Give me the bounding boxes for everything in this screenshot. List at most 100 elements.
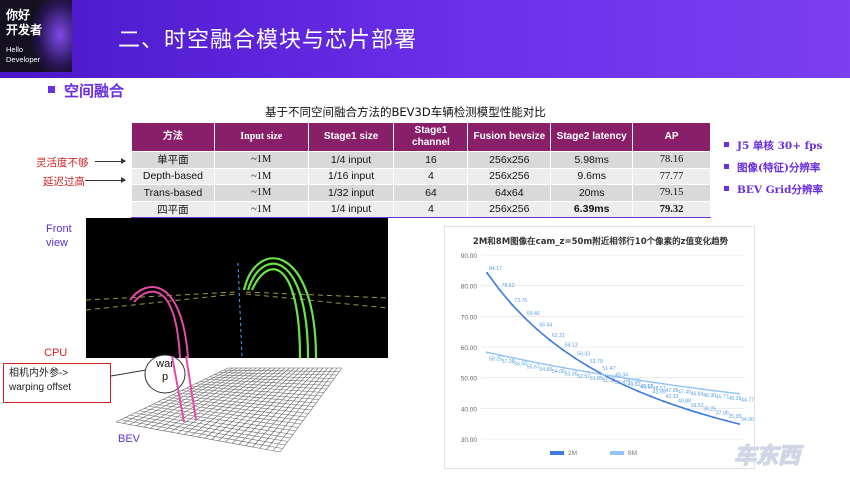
data-point xyxy=(523,359,526,362)
table-cell: Depth-based xyxy=(131,167,215,185)
table-row: Depth-based ~1M 1/16 input 4 256x256 9.6… xyxy=(131,167,711,185)
legend-label: 8M xyxy=(628,450,637,457)
legend-swatch xyxy=(550,451,564,455)
warp-label: war p xyxy=(156,358,174,383)
bev-grid-line xyxy=(129,414,288,442)
data-point xyxy=(662,400,665,403)
series-line-8m xyxy=(486,351,740,395)
warp-bubble xyxy=(110,354,186,394)
table-cell-highlight: 79.32 xyxy=(632,200,711,218)
legend-label: 2M xyxy=(568,450,577,457)
table-cell: ~1M xyxy=(213,151,309,169)
data-point xyxy=(561,348,564,351)
bev-grid-line xyxy=(279,367,343,453)
bev-grid-line xyxy=(139,410,293,435)
table-cell: 四平面 xyxy=(131,200,215,218)
data-label: 44.77 xyxy=(741,398,754,404)
latency-label: 延迟过高 xyxy=(43,176,85,188)
data-point xyxy=(662,382,665,385)
notes-list: J5 单核 30+ fps 图像(特征)分辨率 BEV Grid分辨率 xyxy=(724,138,823,204)
col-header-fusion-bevsize: Fusion bevsize xyxy=(467,122,552,152)
calibration-box: 相机内外参-> warping offset xyxy=(3,363,111,403)
data-label: 52.57 xyxy=(577,374,590,380)
data-point xyxy=(675,404,677,407)
table-cell: 256x256 xyxy=(467,167,552,185)
table-cell: 64 xyxy=(393,184,469,202)
data-point xyxy=(498,354,501,357)
slide-title: 二、时空融合模块与芯片部署 xyxy=(118,28,418,53)
data-point xyxy=(498,288,501,291)
data-point xyxy=(574,368,577,371)
data-label: 55.67 xyxy=(527,364,540,370)
watermark-logo: 车东西 xyxy=(733,442,804,469)
bev-grid-line xyxy=(120,419,283,449)
data-point xyxy=(536,328,539,331)
data-point xyxy=(637,379,640,382)
chart-plot: 90.00 80.00 70.00 60.00 50.00 40.00 30.00 84.17… xyxy=(461,253,754,457)
data-label: 47.40 xyxy=(678,390,691,396)
data-point xyxy=(738,422,740,425)
logo-sub-line1: Hello xyxy=(6,45,24,54)
table-cell: 1/4 input xyxy=(307,200,395,218)
logo-sub-line2: Developer xyxy=(6,55,41,64)
data-label: 69.46 xyxy=(527,311,540,317)
data-label: 35.95 xyxy=(728,414,741,420)
data-point xyxy=(675,384,677,387)
table-row: 四平面 ~1M 1/4 input 4 256x256 6.39ms 79.32 xyxy=(131,200,711,218)
bev-grid-line xyxy=(134,412,291,439)
data-point xyxy=(586,365,589,368)
bev-label: BEV xyxy=(118,433,141,445)
table-cell: 78.16 xyxy=(632,151,711,169)
table-cell: 1/4 input xyxy=(307,151,395,169)
data-label: 58.25 xyxy=(489,356,502,362)
data-label: 49.34 xyxy=(615,373,628,379)
data-point xyxy=(511,303,514,306)
data-label: 56.50 xyxy=(514,362,527,368)
data-point xyxy=(612,378,614,381)
line-chart: 2M和8M图像在cam_z=50m附近相邻行10个像素的z值变化趋势 90.00… xyxy=(444,226,755,469)
series-line-2m xyxy=(486,272,740,425)
logo-text-line1: 你好 xyxy=(6,8,31,22)
table-cell: 9.6ms xyxy=(550,167,634,185)
arrow-right-icon xyxy=(85,177,126,183)
data-label: 34.90 xyxy=(741,417,754,423)
data-label: 45.26 xyxy=(728,396,741,402)
legend-swatch xyxy=(610,451,624,455)
data-point xyxy=(486,351,488,354)
data-point xyxy=(687,386,690,389)
note-item: 图像(特征)分辨率 xyxy=(724,160,823,182)
table-header-row: 方法 Input size Stage1 size Stage1 channel… xyxy=(131,122,711,152)
data-point xyxy=(687,408,690,411)
chart-title: 2M和8M图像在cam_z=50m附近相邻行10个像素的z值变化趋势 xyxy=(472,237,729,247)
table-caption: 基于不同空间融合方法的BEV3D车辆检测模型性能对比 xyxy=(265,105,546,119)
data-point xyxy=(649,381,652,384)
data-point xyxy=(561,366,564,369)
data-label: 38.25 xyxy=(703,407,716,413)
y-tick-label: 30.00 xyxy=(461,437,478,444)
data-label: 49.82 xyxy=(628,382,641,388)
data-label: 39.52 xyxy=(691,403,704,409)
data-label: 42.33 xyxy=(665,394,678,400)
section-bullet-icon xyxy=(48,86,55,93)
table-cell: 256x256 xyxy=(467,200,552,218)
data-point xyxy=(574,357,577,360)
data-label: 40.88 xyxy=(678,399,691,405)
data-label: 47.98 xyxy=(665,388,678,394)
note-item: BEV Grid分辨率 xyxy=(724,182,823,204)
data-label: 59.13 xyxy=(565,343,578,349)
data-point xyxy=(612,375,614,378)
data-point xyxy=(486,271,488,274)
logo-text-line2: 开发者 xyxy=(6,23,43,37)
data-label: 51.47 xyxy=(602,366,615,372)
header-bar xyxy=(0,0,850,78)
table-cell: Trans-based xyxy=(131,184,215,202)
data-point xyxy=(511,356,514,359)
data-label: 43.89 xyxy=(653,389,666,395)
table-cell: 64x64 xyxy=(467,184,552,202)
data-point xyxy=(712,389,715,392)
y-tick-label: 80.00 xyxy=(461,284,478,291)
data-label: 45.57 xyxy=(640,384,653,390)
flexibility-label: 灵活度不够 xyxy=(36,157,89,169)
bev-grid-line xyxy=(252,367,324,448)
data-point xyxy=(700,412,703,415)
